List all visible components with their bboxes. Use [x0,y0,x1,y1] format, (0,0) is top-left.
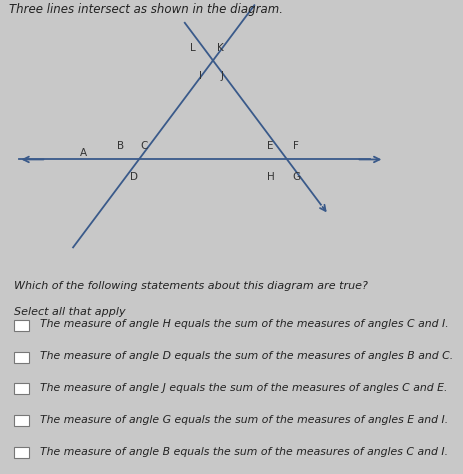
Text: Which of the following statements about this diagram are true?: Which of the following statements about … [14,281,368,291]
Text: D: D [130,172,138,182]
FancyBboxPatch shape [14,319,29,331]
Text: The measure of angle B equals the sum of the measures of angles C and I.: The measure of angle B equals the sum of… [40,447,448,456]
Text: H: H [267,172,274,182]
Text: C: C [141,141,148,151]
Text: J: J [221,72,224,82]
FancyBboxPatch shape [14,447,29,458]
Text: A: A [80,148,87,158]
Text: The measure of angle G equals the sum of the measures of angles E and I.: The measure of angle G equals the sum of… [40,415,449,425]
FancyBboxPatch shape [14,415,29,426]
Text: K: K [217,43,224,53]
Text: G: G [292,172,300,182]
Text: I: I [199,72,201,82]
Text: E: E [267,141,274,151]
Text: L: L [190,43,195,53]
FancyBboxPatch shape [14,352,29,363]
Text: F: F [294,141,299,151]
Text: Select all that apply: Select all that apply [14,307,125,317]
Text: Three lines intersect as shown in the diagram.: Three lines intersect as shown in the di… [9,3,283,16]
FancyBboxPatch shape [14,383,29,394]
Text: The measure of angle D equals the sum of the measures of angles B and C.: The measure of angle D equals the sum of… [40,351,454,361]
Text: B: B [117,141,124,151]
Text: The measure of angle H equals the sum of the measures of angles C and I.: The measure of angle H equals the sum of… [40,319,449,329]
Text: The measure of angle J equals the sum of the measures of angles C and E.: The measure of angle J equals the sum of… [40,383,448,393]
